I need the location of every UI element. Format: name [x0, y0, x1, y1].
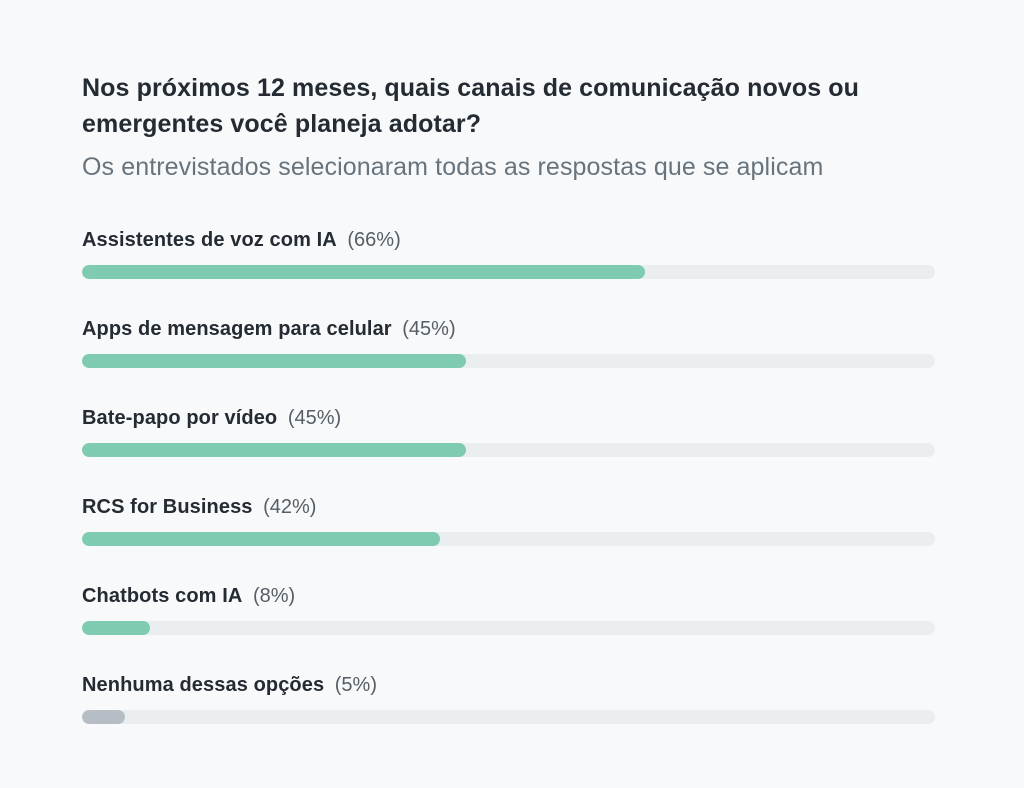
bar-track	[82, 532, 935, 546]
bar-track	[82, 443, 935, 457]
bar-row: Apps de mensagem para celular (45%)	[82, 316, 935, 368]
bar-track	[82, 710, 935, 724]
bar-label: Nenhuma dessas opções	[82, 674, 325, 696]
bar-percent: (45%)	[287, 407, 342, 429]
bar-percent: (42%)	[263, 496, 317, 518]
bar-track	[82, 265, 935, 279]
bar-track	[82, 621, 935, 635]
chart-subtitle: Os entrevistados selecionaram todas as r…	[82, 153, 824, 181]
bar-row: RCS for Business (42%)	[82, 494, 935, 546]
bar-row: Chatbots com IA (8%)	[82, 583, 935, 635]
bar-fill	[82, 354, 466, 368]
bar-row: Nenhuma dessas opções (5%)	[82, 672, 935, 724]
bar-label: Apps de mensagem para celular	[82, 318, 392, 340]
bar-label: Assistentes de voz com IA	[82, 229, 337, 251]
bar-percent: (5%)	[334, 674, 377, 696]
bar-fill	[82, 532, 441, 546]
bar-label: RCS for Business	[82, 496, 253, 518]
survey-chart: Nos próximos 12 meses, quais canais de c…	[82, 74, 935, 724]
bar-label: Bate-papo por vídeo	[82, 407, 278, 429]
bar-row: Assistentes de voz com IA (66%)	[82, 227, 935, 279]
bar-track	[82, 354, 935, 368]
bar-fill	[82, 710, 125, 724]
bar-percent: (45%)	[402, 318, 456, 340]
bar-fill	[82, 621, 151, 635]
bar-label: Chatbots com IA	[82, 585, 243, 607]
bar-fill	[82, 443, 466, 457]
bar-percent: (66%)	[347, 229, 401, 251]
bar-fill	[82, 265, 645, 279]
bar-row: Bate-papo por vídeo (45%)	[82, 405, 935, 457]
bar-percent: (8%)	[252, 585, 296, 607]
chart-title: Nos próximos 12 meses, quais canais de c…	[82, 74, 860, 138]
